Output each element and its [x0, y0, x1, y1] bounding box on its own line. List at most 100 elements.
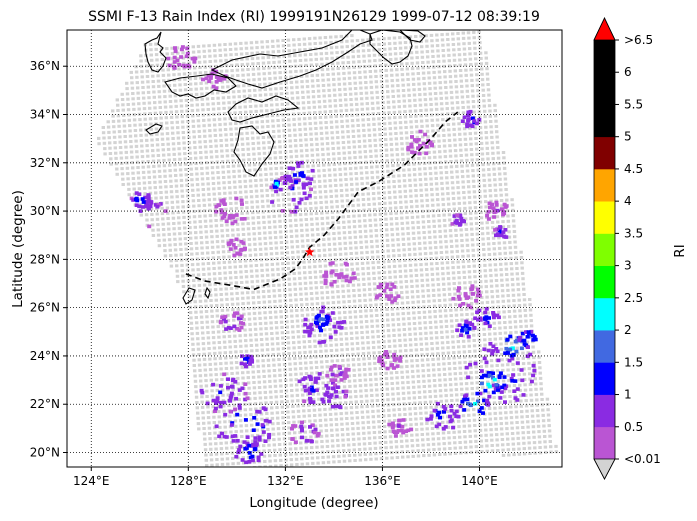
no-rain-pixel — [474, 67, 479, 71]
no-rain-pixel — [419, 39, 423, 43]
no-rain-pixel — [175, 120, 179, 124]
no-rain-pixel — [200, 172, 204, 176]
no-rain-pixel — [340, 422, 344, 426]
no-rain-pixel — [201, 331, 205, 335]
no-rain-pixel — [484, 364, 489, 368]
no-rain-pixel — [470, 238, 475, 242]
no-rain-pixel — [223, 117, 227, 121]
no-rain-pixel — [156, 148, 160, 152]
no-rain-pixel — [263, 311, 267, 315]
no-rain-pixel — [489, 428, 493, 432]
no-rain-pixel — [361, 415, 365, 419]
no-rain-pixel — [173, 163, 177, 167]
no-rain-pixel — [107, 136, 111, 140]
no-rain-pixel — [274, 400, 279, 404]
no-rain-pixel — [454, 159, 458, 163]
no-rain-pixel — [234, 350, 238, 354]
no-rain-pixel — [196, 193, 200, 197]
no-rain-pixel — [471, 94, 475, 98]
no-rain-pixel — [236, 228, 240, 232]
no-rain-pixel — [135, 75, 139, 79]
no-rain-pixel — [231, 382, 235, 386]
no-rain-pixel — [414, 337, 418, 341]
no-rain-pixel — [255, 120, 259, 124]
no-rain-pixel — [224, 361, 228, 365]
no-rain-pixel — [436, 54, 440, 58]
no-rain-pixel — [384, 451, 389, 455]
no-rain-pixel — [280, 102, 284, 106]
no-rain-pixel — [450, 399, 454, 402]
no-rain-pixel — [471, 248, 475, 252]
no-rain-pixel — [276, 273, 280, 277]
no-rain-pixel — [408, 178, 412, 182]
no-rain-pixel — [157, 169, 162, 173]
no-rain-pixel — [146, 80, 150, 84]
no-rain-pixel — [448, 447, 452, 450]
no-rain-pixel — [211, 171, 215, 175]
no-rain-pixel — [412, 385, 416, 389]
no-rain-pixel — [204, 453, 208, 457]
no-rain-pixel — [174, 110, 179, 114]
no-rain-pixel — [214, 447, 218, 451]
no-rain-pixel — [371, 255, 375, 259]
no-rain-pixel — [333, 168, 337, 172]
no-rain-pixel — [152, 175, 157, 179]
no-rain-pixel — [333, 99, 337, 103]
no-rain-pixel — [213, 357, 217, 361]
no-rain-pixel — [469, 371, 473, 375]
no-rain-pixel — [465, 84, 469, 88]
no-rain-pixel — [261, 136, 266, 139]
no-rain-pixel — [333, 178, 338, 182]
no-rain-pixel — [223, 271, 227, 275]
no-rain-pixel — [442, 362, 446, 366]
no-rain-pixel — [389, 360, 393, 364]
no-rain-pixel — [321, 227, 325, 231]
no-rain-pixel — [238, 190, 243, 194]
no-rain-pixel — [209, 299, 213, 302]
no-rain-pixel — [385, 238, 390, 242]
no-rain-pixel — [431, 203, 435, 207]
no-rain-pixel — [367, 282, 371, 286]
no-rain-pixel — [456, 37, 460, 41]
no-rain-pixel — [374, 149, 378, 153]
no-rain-pixel — [189, 247, 194, 251]
no-rain-pixel — [422, 385, 426, 388]
no-rain-pixel — [309, 53, 313, 56]
no-rain-pixel — [274, 167, 278, 170]
no-rain-pixel — [329, 274, 334, 278]
no-rain-pixel — [462, 265, 466, 269]
no-rain-pixel — [349, 252, 353, 255]
no-rain-pixel — [339, 34, 343, 38]
no-rain-pixel — [478, 274, 482, 278]
no-rain-pixel — [375, 319, 379, 323]
no-rain-pixel — [124, 150, 128, 154]
no-rain-pixel — [262, 444, 266, 448]
no-rain-pixel — [142, 176, 146, 180]
no-rain-pixel — [439, 91, 443, 95]
no-rain-pixel — [314, 137, 319, 141]
no-rain-pixel — [405, 67, 409, 71]
no-rain-pixel — [358, 384, 363, 388]
no-rain-pixel — [463, 212, 467, 216]
no-rain-pixel — [286, 330, 290, 334]
no-rain-pixel — [368, 447, 372, 451]
no-rain-pixel — [306, 239, 310, 243]
no-rain-pixel — [454, 234, 458, 237]
no-rain-pixel — [460, 169, 464, 173]
no-rain-pixel — [357, 368, 362, 372]
no-rain-pixel — [410, 369, 415, 373]
no-rain-pixel — [437, 447, 441, 451]
no-rain-pixel — [479, 434, 483, 438]
no-rain-pixel — [325, 285, 329, 289]
no-rain-pixel — [264, 327, 268, 331]
no-rain-pixel — [129, 150, 134, 154]
no-rain-pixel — [351, 129, 355, 133]
no-rain-pixel — [121, 183, 125, 186]
no-rain-pixel — [259, 253, 263, 256]
no-rain-pixel — [353, 235, 358, 239]
no-rain-pixel — [263, 460, 267, 463]
no-rain-pixel — [164, 110, 168, 114]
no-rain-pixel — [126, 182, 131, 186]
no-rain-pixel — [227, 106, 232, 110]
no-rain-pixel — [269, 167, 273, 171]
